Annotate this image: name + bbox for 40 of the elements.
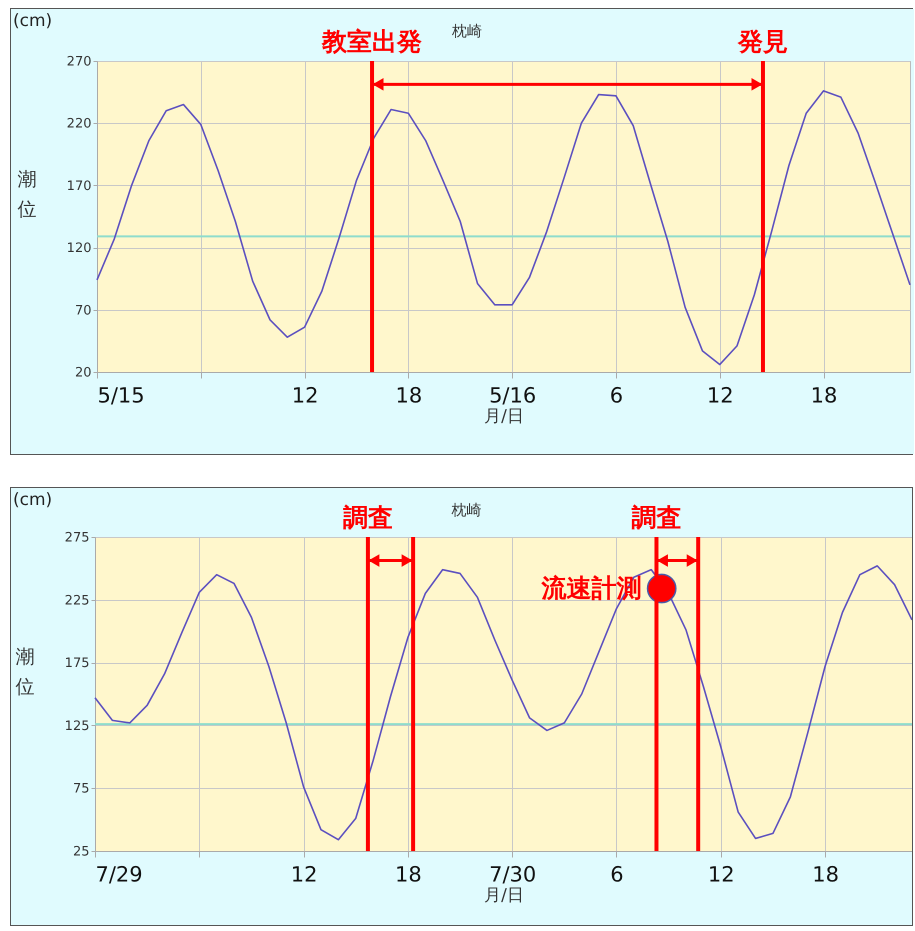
chart-title: 枕崎 xyxy=(450,501,482,519)
x-tick-label: 5/16 xyxy=(489,384,536,408)
x-tick-label: 18 xyxy=(395,384,422,408)
y-tick-label: 125 xyxy=(64,718,90,734)
y-tick-label: 220 xyxy=(66,116,92,132)
ref-line-label: 教室出発 xyxy=(321,27,422,56)
line-series xyxy=(94,565,912,840)
x-axis-title: 月/日 xyxy=(484,406,524,426)
x-tick-label: 12 xyxy=(708,862,735,886)
y-tick-label: 25 xyxy=(72,844,90,860)
x-tick-label: 18 xyxy=(810,384,838,408)
ref-line-label: 発見 xyxy=(736,27,788,56)
text: (cm) xyxy=(13,11,52,31)
text: (cm) xyxy=(13,490,52,510)
y-tick-label: 20 xyxy=(74,366,92,380)
y-tick-label: 270 xyxy=(66,54,92,70)
x-tick-label: 6 xyxy=(610,862,624,886)
x-tick-label: 18 xyxy=(395,862,422,886)
y-tick-label: 275 xyxy=(64,530,90,546)
y-tick-label: 225 xyxy=(64,593,90,608)
x-tick-label: 12 xyxy=(292,384,318,408)
chart-title: 枕崎 xyxy=(450,22,482,40)
x-tick-label: 12 xyxy=(290,862,318,886)
y-tick-label: 175 xyxy=(64,656,90,672)
x-tick-label: 18 xyxy=(812,862,839,886)
ref-line-label: 調査 xyxy=(631,503,682,532)
x-axis-title: 月/日 xyxy=(484,886,524,906)
x-tick-label: 5/15 xyxy=(98,384,145,408)
y-tick-label: 70 xyxy=(74,303,92,318)
x-tick-label: 12 xyxy=(706,384,734,408)
x-tick-label: 7/30 xyxy=(489,862,536,886)
y-tick-label: 75 xyxy=(72,782,90,797)
x-tick-label: 7/29 xyxy=(96,862,143,886)
x-tick-label: 6 xyxy=(610,384,624,408)
ref-line-label: 調査 xyxy=(342,503,393,532)
y-tick-label: 120 xyxy=(66,241,92,256)
y-axis-title: 潮位 xyxy=(18,168,36,221)
y-tick-label: 170 xyxy=(66,178,92,194)
y-axis-title: 潮位 xyxy=(16,646,34,698)
line-series xyxy=(96,90,911,366)
